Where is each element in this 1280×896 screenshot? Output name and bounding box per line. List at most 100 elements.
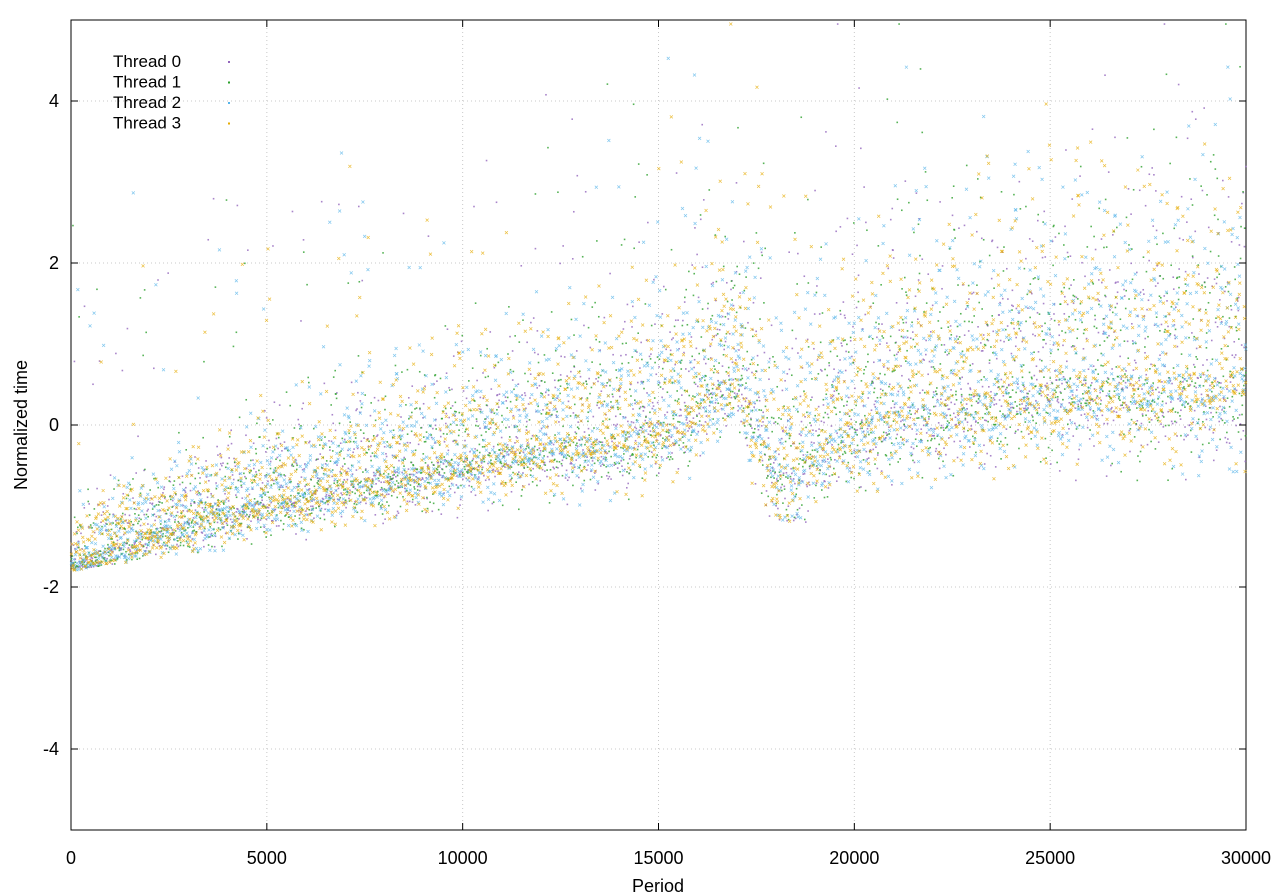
data-point	[763, 302, 765, 304]
data-point	[814, 449, 816, 451]
data-point	[772, 467, 774, 469]
data-point	[1174, 411, 1177, 413]
data-point	[768, 357, 771, 360]
data-point	[748, 403, 750, 406]
data-point	[283, 441, 286, 443]
data-point	[207, 528, 211, 532]
data-point	[716, 428, 718, 430]
data-point	[521, 488, 523, 491]
data-point	[669, 456, 672, 458]
data-point	[1164, 328, 1166, 331]
data-point	[366, 452, 368, 454]
data-point	[650, 451, 653, 453]
data-point	[400, 481, 403, 483]
data-point	[372, 471, 375, 474]
data-point	[383, 445, 386, 448]
data-point	[111, 563, 114, 565]
data-point	[419, 485, 422, 488]
data-point	[360, 494, 363, 497]
data-point	[1042, 302, 1045, 305]
data-point	[139, 524, 142, 527]
data-point	[536, 330, 539, 332]
data-point	[410, 461, 412, 464]
data-point	[329, 449, 331, 451]
data-point	[856, 434, 858, 436]
data-point	[1113, 390, 1116, 393]
data-point	[1024, 407, 1026, 410]
data-point	[273, 482, 275, 485]
data-point	[270, 501, 273, 504]
data-point	[1138, 428, 1140, 431]
data-point	[954, 416, 957, 419]
data-point	[950, 389, 952, 391]
data-point	[376, 471, 379, 473]
data-point	[1025, 320, 1027, 323]
data-point	[260, 517, 263, 520]
data-point	[190, 502, 192, 505]
data-point	[966, 305, 969, 307]
data-point	[634, 196, 637, 198]
data-point	[402, 212, 405, 215]
data-point	[674, 319, 677, 322]
data-point	[1011, 406, 1014, 409]
data-point	[459, 473, 461, 476]
data-point	[697, 430, 700, 433]
data-point	[403, 465, 405, 467]
data-point	[572, 210, 575, 213]
data-point	[1182, 381, 1184, 383]
data-point	[195, 521, 199, 525]
data-point	[1218, 381, 1220, 384]
data-point	[610, 437, 613, 440]
data-point	[1097, 298, 1099, 301]
data-point	[1032, 277, 1035, 280]
data-point	[483, 460, 486, 463]
data-point	[868, 336, 870, 338]
data-point	[880, 470, 883, 472]
data-point	[1224, 436, 1227, 439]
data-point	[261, 499, 263, 502]
data-point	[498, 393, 501, 396]
data-point	[425, 431, 428, 433]
data-point	[221, 526, 225, 530]
data-point	[1077, 458, 1080, 461]
data-point	[467, 464, 470, 467]
data-point	[925, 353, 927, 356]
data-point	[1060, 392, 1062, 394]
data-point	[115, 554, 120, 558]
series-1-points	[70, 23, 1247, 569]
data-point	[1061, 382, 1063, 385]
data-point	[636, 433, 639, 435]
data-point	[534, 247, 537, 250]
data-point	[1087, 419, 1089, 422]
data-point	[121, 512, 124, 515]
data-point	[709, 345, 712, 348]
data-point	[157, 486, 160, 489]
data-point	[318, 477, 322, 481]
data-point	[226, 524, 229, 527]
data-point	[1067, 423, 1069, 426]
data-point	[73, 516, 76, 519]
data-point	[1011, 309, 1013, 311]
data-point	[786, 373, 789, 375]
data-point	[152, 530, 157, 535]
data-point	[496, 409, 498, 411]
data-point	[770, 476, 772, 479]
data-point	[282, 528, 285, 531]
data-point	[632, 103, 635, 106]
data-point	[130, 456, 134, 460]
data-point	[81, 548, 84, 550]
data-point	[244, 262, 246, 265]
data-point	[475, 420, 478, 423]
data-point	[696, 414, 698, 416]
data-point	[605, 465, 608, 468]
data-point	[936, 387, 938, 389]
data-point	[972, 416, 975, 419]
data-point	[441, 468, 444, 471]
data-point	[525, 425, 528, 428]
data-point	[896, 121, 899, 124]
data-point	[219, 528, 222, 531]
data-point	[584, 443, 586, 446]
data-point	[359, 481, 361, 484]
data-point	[769, 463, 772, 465]
data-point	[649, 434, 652, 436]
